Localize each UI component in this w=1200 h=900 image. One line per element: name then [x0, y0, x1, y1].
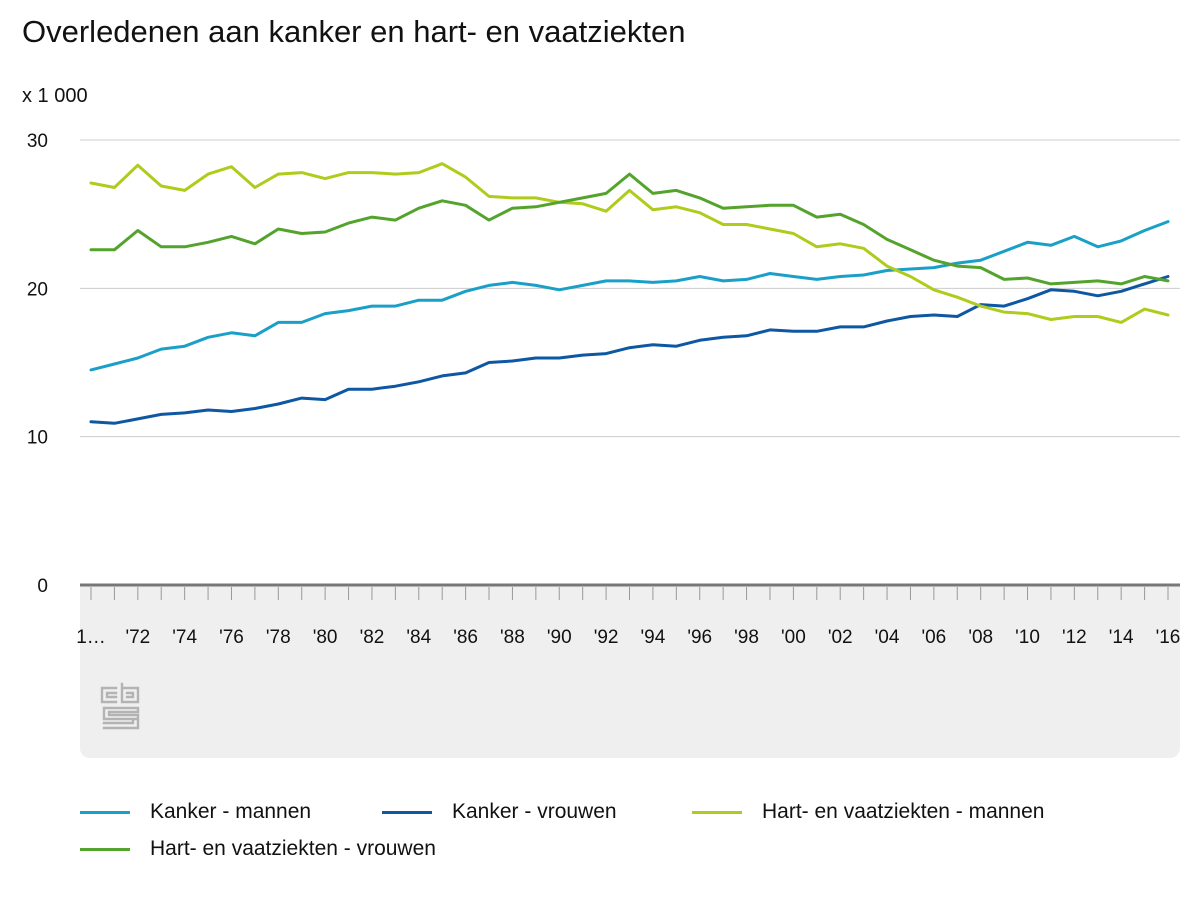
legend-item-hart-vrouwen[interactable]: Hart- en vaatziekten - vrouwen	[80, 837, 436, 861]
x-tick-label: '02	[828, 627, 853, 648]
series-line-3	[89, 162, 1170, 324]
x-tick-label: '04	[875, 627, 900, 648]
legend-item-hart-mannen[interactable]: Hart- en vaatziekten - mannen	[692, 800, 1044, 824]
legend-swatch	[692, 810, 742, 814]
x-tick-label: '94	[641, 627, 666, 648]
series-lines	[89, 162, 1170, 425]
x-tick-label: '06	[921, 627, 946, 648]
series-line-1	[89, 220, 1170, 372]
legend-swatch	[80, 847, 130, 851]
y-tick-label: 10	[27, 428, 48, 449]
y-tick-labels: 0 10 20 30	[27, 131, 48, 597]
series-line-4	[89, 172, 1170, 286]
x-tick-label: '00	[781, 627, 806, 648]
legend-label: Kanker - mannen	[150, 800, 312, 823]
legend-label: Kanker - vrouwen	[452, 800, 617, 823]
legend-swatch	[382, 810, 432, 814]
x-tick-label: '12	[1062, 627, 1087, 648]
legend-label: Hart- en vaatziekten - vrouwen	[150, 837, 436, 860]
legend-item-kanker-vrouwen[interactable]: Kanker - vrouwen	[382, 800, 617, 824]
x-tick-label: '16	[1156, 627, 1181, 648]
line-chart: 0 10 20 30 1… '72 '74 '76 '78 '80 '82 '84 '86 '88 '90…	[27, 131, 1180, 758]
x-tick-label: '92	[594, 627, 619, 648]
x-tick-label: '82	[360, 627, 385, 648]
chart-title: Overledenen aan kanker en hart- en vaatz…	[22, 14, 686, 49]
y-tick-label: 20	[27, 279, 48, 300]
x-tick-label: '78	[266, 627, 291, 648]
cbs-logo-icon	[100, 682, 140, 730]
x-tick-label: '10	[1015, 627, 1040, 648]
x-tick-label: '98	[734, 627, 759, 648]
x-tick-marks	[90, 587, 1169, 600]
x-tick-label: '80	[313, 627, 338, 648]
y-axis-unit-label: x 1 000	[22, 85, 88, 107]
series-line-2	[89, 275, 1170, 425]
x-tick-label: '74	[172, 627, 197, 648]
legend-item-kanker-mannen[interactable]: Kanker - mannen	[80, 800, 311, 824]
x-tick-label: '86	[453, 627, 478, 648]
x-tick-label: '08	[968, 627, 993, 648]
x-tick-label: '88	[500, 627, 525, 648]
x-tick-labels: 1… '72 '74 '76 '78 '80 '82 '84 '86 '88 '90 '92 '94 '9…	[76, 627, 1180, 648]
y-tick-label: 30	[27, 131, 48, 152]
x-axis-panel	[80, 586, 1180, 758]
x-tick-label: 1…	[76, 627, 106, 648]
x-tick-label: '96	[687, 627, 712, 648]
legend-swatch	[80, 810, 130, 814]
x-tick-label: '76	[219, 627, 244, 648]
x-tick-label: '72	[125, 627, 150, 648]
x-tick-label: '84	[406, 627, 431, 648]
x-tick-label: '14	[1109, 627, 1134, 648]
x-tick-label: '90	[547, 627, 572, 648]
gridlines	[80, 139, 1180, 438]
y-tick-label: 0	[37, 576, 48, 597]
legend-label: Hart- en vaatziekten - mannen	[762, 800, 1045, 823]
